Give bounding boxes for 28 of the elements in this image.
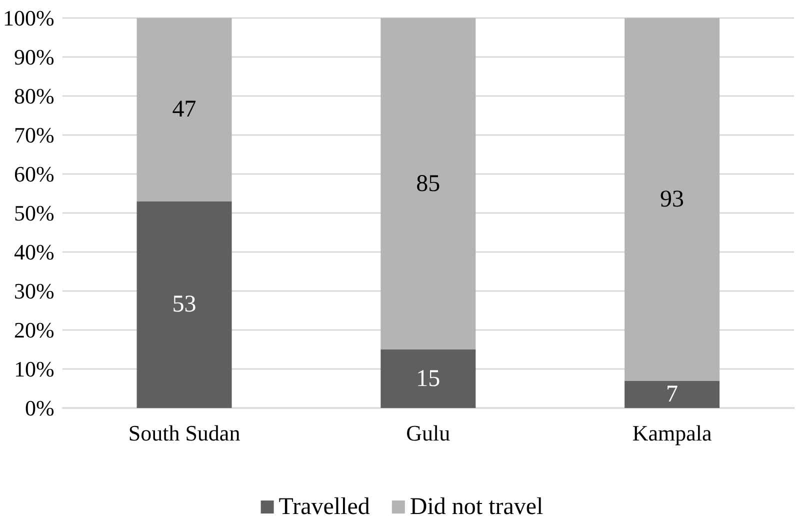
x-tick-label: Gulu xyxy=(406,420,450,446)
y-tick-label: 10% xyxy=(14,356,54,382)
bar xyxy=(380,18,476,350)
y-tick-label: 50% xyxy=(14,200,54,226)
data-label: 15 xyxy=(416,366,440,392)
y-tick-label: 40% xyxy=(14,240,54,264)
legend-label: Did not travel xyxy=(410,494,544,520)
y-tick-label: 60% xyxy=(14,162,54,186)
bar xyxy=(136,18,232,202)
y-tick-label: 100% xyxy=(3,6,54,30)
x-tick-label: South Sudan xyxy=(128,420,240,446)
data-label: 47 xyxy=(172,96,196,123)
legend-label: Travelled xyxy=(278,494,370,520)
data-label: 93 xyxy=(660,186,684,212)
y-tick-label: 90% xyxy=(14,44,54,70)
y-tick-label: 80% xyxy=(14,84,54,108)
y-tick-label: 0% xyxy=(25,396,54,420)
bar xyxy=(624,380,720,408)
y-tick-label: 20% xyxy=(14,318,54,342)
bar xyxy=(380,350,476,408)
bar xyxy=(136,201,232,408)
bar xyxy=(624,18,720,381)
x-tick-label: Kampala xyxy=(632,420,712,446)
y-tick-label: 70% xyxy=(14,122,54,148)
y-tick-label: 30% xyxy=(14,278,54,304)
data-label: 7 xyxy=(666,381,678,408)
data-label: 53 xyxy=(172,292,196,318)
data-label: 85 xyxy=(416,170,440,197)
